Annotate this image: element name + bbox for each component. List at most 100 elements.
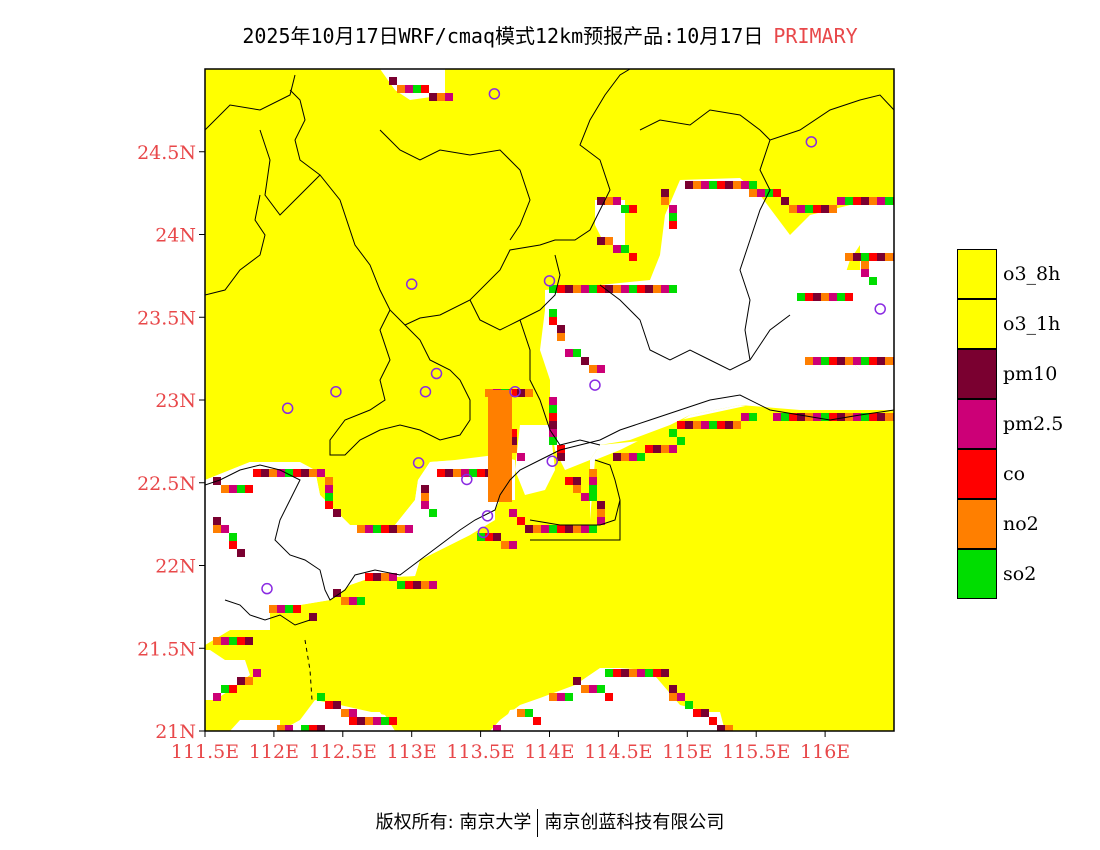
pollutant-cell <box>488 390 496 398</box>
pollutant-cell <box>525 389 533 397</box>
pollutant-cell <box>741 181 749 189</box>
pollutant-cell <box>581 285 589 293</box>
pollutant-cell <box>325 493 333 501</box>
pollutant-cell <box>504 406 512 414</box>
pollutant-cell <box>504 462 512 470</box>
pollutant-cell <box>789 205 797 213</box>
pollutant-cell <box>589 365 597 373</box>
legend-swatch <box>957 249 997 299</box>
title-text: 2025年10月17日WRF/cmaq模式12km预报产品:10月17日 <box>242 24 764 48</box>
pollutant-cell <box>445 93 453 101</box>
pollutant-cell <box>733 733 741 741</box>
legend-label: pm2.5 <box>1003 413 1064 435</box>
pollutant-cell <box>685 701 693 709</box>
pollutant-cell <box>709 421 717 429</box>
pollutant-cell <box>621 669 629 677</box>
pollutant-cell <box>885 197 893 205</box>
pollutant-cell <box>229 685 237 693</box>
pollutant-cell <box>237 549 245 557</box>
lon-tick-label: 112E <box>249 741 299 763</box>
pollutant-cell <box>309 613 317 621</box>
pollutant-cell <box>573 285 581 293</box>
pollutant-cell <box>341 709 349 717</box>
pollutant-cell <box>669 445 677 453</box>
pollutant-cell <box>869 197 877 205</box>
pollutant-cell <box>557 693 565 701</box>
pollutant-cell <box>485 533 493 541</box>
pollutant-cell <box>853 197 861 205</box>
pollutant-cell <box>504 430 512 438</box>
lat-axis: 21N 21.5N 22N 22.5N 23N 23.5N 24N 24.5N <box>137 142 205 743</box>
pollutant-cell <box>573 485 581 493</box>
pollutant-cell <box>669 429 677 437</box>
pollutant-cell <box>549 285 557 293</box>
legend: o3_8h o3_1h pm10 pm2.5 co no2 so2 <box>957 249 1097 599</box>
pollutant-cell <box>509 445 517 453</box>
pollutant-cell <box>629 285 637 293</box>
pollutant-cell <box>504 438 512 446</box>
pollutant-cell <box>509 429 517 437</box>
region-white-small-1 <box>595 200 625 245</box>
pollutant-cell <box>733 181 741 189</box>
pollutant-cell <box>605 285 613 293</box>
region-o3-south <box>205 405 894 731</box>
pollutant-cell <box>597 365 605 373</box>
pollutant-cell <box>709 717 717 725</box>
pollutant-cell <box>237 485 245 493</box>
pollutant-cell <box>493 533 501 541</box>
pollutant-cell <box>381 717 389 725</box>
pollutant-cell <box>269 605 277 613</box>
pollutant-cell <box>293 605 301 613</box>
pollutant-cell <box>509 733 517 741</box>
footer-left: 版权所有: 南京大学 <box>375 812 532 833</box>
pollutant-cell <box>488 454 496 462</box>
pollutant-cell <box>845 197 853 205</box>
admin-boundary-8 <box>599 284 791 371</box>
pollutant-cell <box>573 525 581 533</box>
admin-boundary-6 <box>469 254 561 331</box>
pollutant-cell <box>357 597 365 605</box>
pollutant-cell <box>349 709 357 717</box>
pollutant-cell <box>821 205 829 213</box>
pollutant-cell <box>573 477 581 485</box>
lat-tick-label: 22.5N <box>137 473 196 495</box>
pollutant-cell <box>589 477 597 485</box>
station-marker <box>509 385 521 398</box>
pollutant-cell <box>853 413 861 421</box>
lon-axis: 111.5E 112E 112.5E 113E 113.5E 114E 114.5E 115E… <box>171 731 850 763</box>
pollutant-cell <box>781 413 789 421</box>
pollutant-cell <box>629 453 637 461</box>
pollutant-cell <box>717 725 725 731</box>
boundaries <box>205 69 894 701</box>
pollutant-cell <box>557 333 565 341</box>
lat-tick-label: 21.5N <box>137 638 196 660</box>
pollutant-cell <box>845 253 853 261</box>
pollutant-cell <box>669 693 677 701</box>
pollutant-cell <box>504 422 512 430</box>
pollutant-cell <box>381 525 389 533</box>
pollutant-cell <box>693 709 701 717</box>
pollutant-cell <box>229 533 237 541</box>
pollutant-cell <box>253 669 261 677</box>
pollutant-cell <box>488 470 496 478</box>
pollutant-cell <box>877 413 885 421</box>
legend-item: so2 <box>957 549 1097 599</box>
pollutant-cell <box>325 701 333 709</box>
pollutant-cell <box>637 669 645 677</box>
pollutant-cell <box>496 486 504 494</box>
pollutant-cell <box>501 541 509 549</box>
pollutant-cell <box>861 197 869 205</box>
pollutant-cell <box>496 494 504 502</box>
pollutant-cell <box>229 637 237 645</box>
region-white-gap-1 <box>205 650 250 700</box>
pollutant-cell <box>488 494 496 502</box>
map-title: 2025年10月17日WRF/cmaq模式12km预报产品:10月17日 PRIM… <box>0 20 1100 49</box>
station-marker <box>281 402 294 415</box>
pollutant-cell <box>333 589 341 597</box>
pollutant-cell <box>861 413 869 421</box>
pollutant-cell <box>661 189 669 197</box>
pollutant-cell <box>317 469 325 477</box>
pollutant-cell <box>213 693 221 701</box>
legend-swatch <box>957 299 997 349</box>
region-white-gap-6 <box>680 712 725 731</box>
